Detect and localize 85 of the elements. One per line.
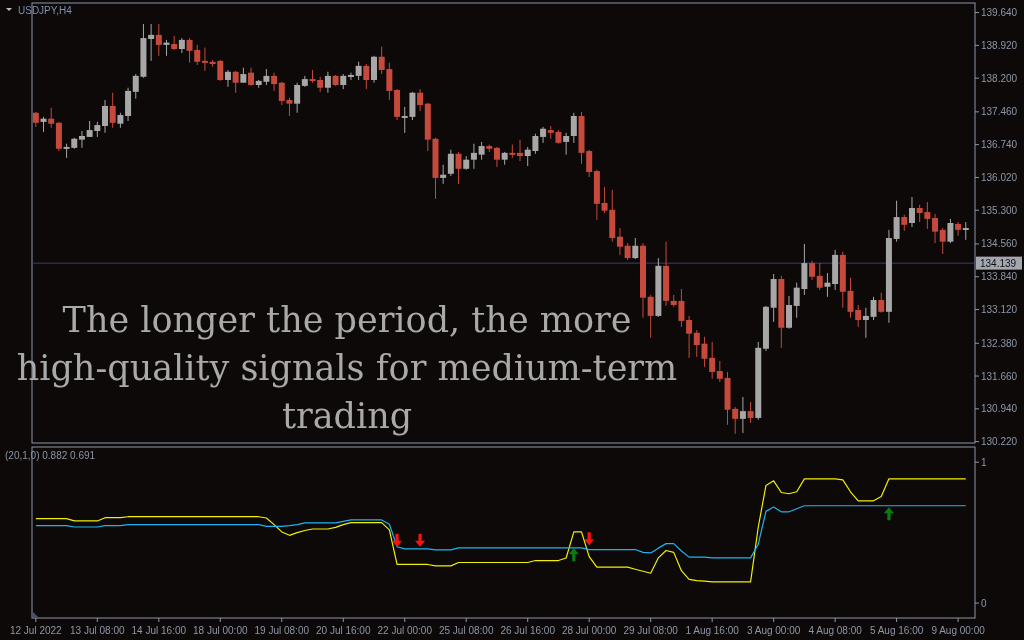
candlestick — [470, 143, 477, 170]
candlestick — [632, 237, 639, 260]
x-tick-label: 3 Aug 00:00 — [746, 625, 801, 636]
y-tick-label: 133.840 — [981, 271, 1018, 283]
candlestick — [955, 221, 962, 237]
candlestick — [455, 151, 462, 185]
candlestick — [363, 63, 370, 90]
y-tick-label: 131.660 — [981, 370, 1018, 382]
candlestick — [947, 218, 954, 244]
candlestick — [893, 200, 900, 243]
candlestick — [371, 55, 377, 84]
candlestick — [324, 71, 331, 94]
y-tick-label: 134.560 — [981, 238, 1018, 250]
y-tick-label: 130.940 — [981, 403, 1018, 415]
candlestick — [747, 401, 754, 424]
candlestick — [570, 112, 577, 144]
candlestick — [440, 164, 447, 185]
candlestick — [540, 126, 547, 144]
candlestick — [878, 292, 885, 314]
line-series — [35, 478, 967, 583]
candlestick — [809, 260, 816, 281]
x-tick-label: 14 Jul 16:00 — [131, 625, 187, 636]
candlestick — [447, 149, 454, 177]
candlestick — [616, 227, 623, 256]
candlestick — [647, 294, 654, 339]
candlestick — [355, 61, 362, 81]
candlestick — [248, 67, 255, 87]
candlestick — [201, 47, 208, 72]
y-tick-label: 137.460 — [981, 106, 1018, 118]
y-tick-label: 136.740 — [981, 139, 1018, 151]
candlestick — [739, 396, 746, 434]
candlestick — [517, 139, 524, 162]
candlestick — [347, 72, 354, 81]
x-tick-label: 12 Jul 2022 — [9, 625, 63, 636]
x-tick-label: 4 Aug 08:00 — [808, 625, 863, 636]
candlestick — [908, 196, 915, 228]
candlestick — [786, 295, 793, 330]
candlestick — [824, 272, 831, 298]
x-tick-label: 13 Jul 08:00 — [70, 625, 125, 636]
y-tick-label: 139.640 — [981, 7, 1018, 19]
candlestick — [48, 107, 55, 129]
chart-title: USDJPY,H4 — [18, 5, 73, 16]
x-tick-label: 19 Jul 08:00 — [254, 625, 310, 636]
x-tick-label: 26 Jul 16:00 — [500, 625, 556, 636]
candlestick — [155, 23, 162, 57]
candlestick — [294, 82, 301, 114]
y-tick-label: 138.200 — [981, 72, 1018, 84]
annotation: The longer the period, the more high-quality signals for medium-term trading — [16, 300, 678, 436]
candlestick — [563, 132, 570, 156]
ref-line-label: 134.139 — [980, 258, 1017, 270]
y-tick-label: 0 — [981, 597, 987, 609]
y-tick-label: 130.220 — [981, 436, 1018, 448]
candlestick — [939, 227, 946, 255]
x-tick-label: 18 Jul 00:00 — [193, 625, 248, 636]
candlestick — [686, 315, 693, 359]
candlestick — [224, 69, 231, 88]
candlestick — [709, 341, 716, 380]
y-tick-label: 135.300 — [981, 204, 1018, 216]
candlestick — [109, 92, 116, 129]
candlestick — [78, 130, 85, 149]
x-tick-label: 29 Jul 08:00 — [623, 625, 679, 636]
y-tick-label: 1 — [981, 456, 987, 468]
y-tick-label: 136.020 — [981, 171, 1018, 183]
candlestick — [932, 213, 939, 244]
candlestick — [816, 262, 823, 291]
x-tick-label: 20 Jul 16:00 — [316, 625, 371, 636]
candlestick — [271, 72, 278, 92]
candlestick — [232, 70, 239, 94]
x-tick-label: 1 Aug 16:00 — [685, 625, 740, 636]
y-tick-label: 138.920 — [981, 39, 1018, 51]
x-tick-label: 9 Aug 00:00 — [931, 625, 986, 636]
candlestick — [855, 304, 862, 328]
y-tick-label: 132.380 — [981, 337, 1018, 349]
candlestick — [102, 99, 109, 134]
candlestick — [148, 23, 155, 62]
x-tick-label: 22 Jul 00:00 — [377, 625, 433, 636]
candlestick — [493, 146, 500, 168]
candlestick — [862, 307, 869, 339]
x-tick-label: 5 Aug 16:00 — [869, 625, 924, 636]
y-tick-label: 133.120 — [981, 304, 1018, 316]
candlestick — [870, 296, 877, 321]
candlestick — [716, 360, 723, 383]
x-tick-label: 28 Jul 00:00 — [561, 625, 617, 636]
candlestick — [417, 88, 424, 112]
x-tick-label: 25 Jul 08:00 — [438, 625, 494, 636]
